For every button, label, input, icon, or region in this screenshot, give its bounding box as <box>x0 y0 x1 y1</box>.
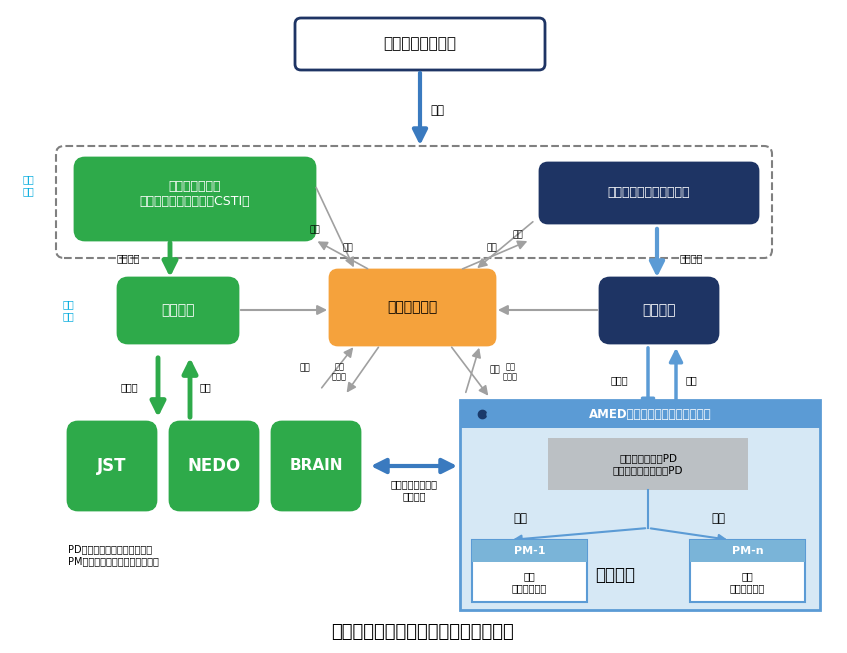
FancyBboxPatch shape <box>540 163 758 223</box>
FancyBboxPatch shape <box>170 422 258 510</box>
Bar <box>690 540 805 602</box>
FancyBboxPatch shape <box>295 18 545 70</box>
Text: 健康・医療戦略推進本部: 健康・医療戦略推進本部 <box>608 187 690 200</box>
Text: 提言: 提言 <box>430 103 444 116</box>
Text: 指揮: 指揮 <box>513 511 527 524</box>
FancyBboxPatch shape <box>600 278 718 343</box>
Text: 戦略推進会議: 戦略推進会議 <box>387 300 438 315</box>
Text: 報告: 報告 <box>512 231 523 240</box>
Text: 助言
承認等: 助言 承認等 <box>503 362 518 382</box>
Text: BRAIN: BRAIN <box>289 458 343 473</box>
FancyBboxPatch shape <box>75 158 315 240</box>
Text: 関係府省: 関係府省 <box>161 304 195 317</box>
Text: 報告: 報告 <box>490 366 501 375</box>
Text: 研究
プロジェクト: 研究 プロジェクト <box>730 571 765 593</box>
Text: 監督等: 監督等 <box>120 382 138 392</box>
Text: 研究
プロジェクト: 研究 プロジェクト <box>512 571 547 593</box>
Text: 目標提示: 目標提示 <box>680 253 704 263</box>
Text: 構想
策定: 構想 策定 <box>62 299 74 321</box>
FancyBboxPatch shape <box>272 422 360 510</box>
Bar <box>472 540 587 562</box>
FancyBboxPatch shape <box>330 270 495 345</box>
Text: 報告: 報告 <box>200 382 212 392</box>
Text: 関係府省: 関係府省 <box>642 304 676 317</box>
Text: 監督等: 監督等 <box>611 375 628 385</box>
Text: PM-n: PM-n <box>732 546 763 556</box>
Text: 報告: 報告 <box>686 375 698 385</box>
Text: 助言: 助言 <box>343 244 353 253</box>
Text: 目標提示: 目標提示 <box>117 253 140 263</box>
Text: ・・・・: ・・・・ <box>595 566 635 584</box>
Text: JST: JST <box>97 457 127 475</box>
Text: 報告: 報告 <box>299 364 310 372</box>
Text: ビジョナリー会議: ビジョナリー会議 <box>384 37 457 52</box>
Text: 指揮: 指揮 <box>711 511 725 524</box>
Bar <box>460 400 820 610</box>
Bar <box>472 540 587 602</box>
Text: ムーンショットPD
ムーンショットサブPD: ムーンショットPD ムーンショットサブPD <box>612 453 684 475</box>
Bar <box>548 438 748 490</box>
Text: PD：プログラムディレクター
PM：プロジェクトマネージャー: PD：プログラムディレクター PM：プロジェクトマネージャー <box>68 544 159 565</box>
Bar <box>690 540 805 562</box>
Text: 総合科学技術・
イノベーション会議（CSTI）: 総合科学技術・ イノベーション会議（CSTI） <box>140 180 251 208</box>
Text: 助言
承認等: 助言 承認等 <box>332 362 347 382</box>
Text: 他の研究開発法人
との連携: 他の研究開発法人 との連携 <box>390 479 438 501</box>
Text: 目標
決定: 目標 決定 <box>22 174 34 196</box>
FancyBboxPatch shape <box>68 422 156 510</box>
Text: 報告: 報告 <box>310 225 320 234</box>
Text: ムーンショット型研究開発の推進体制: ムーンショット型研究開発の推進体制 <box>332 623 514 641</box>
Text: PM-1: PM-1 <box>514 546 545 556</box>
FancyBboxPatch shape <box>118 278 238 343</box>
Text: AMED（日本医療研究開発機構）: AMED（日本医療研究開発機構） <box>589 407 711 421</box>
Text: NEDO: NEDO <box>187 457 241 475</box>
Text: 助言: 助言 <box>487 244 497 253</box>
Bar <box>460 400 820 428</box>
